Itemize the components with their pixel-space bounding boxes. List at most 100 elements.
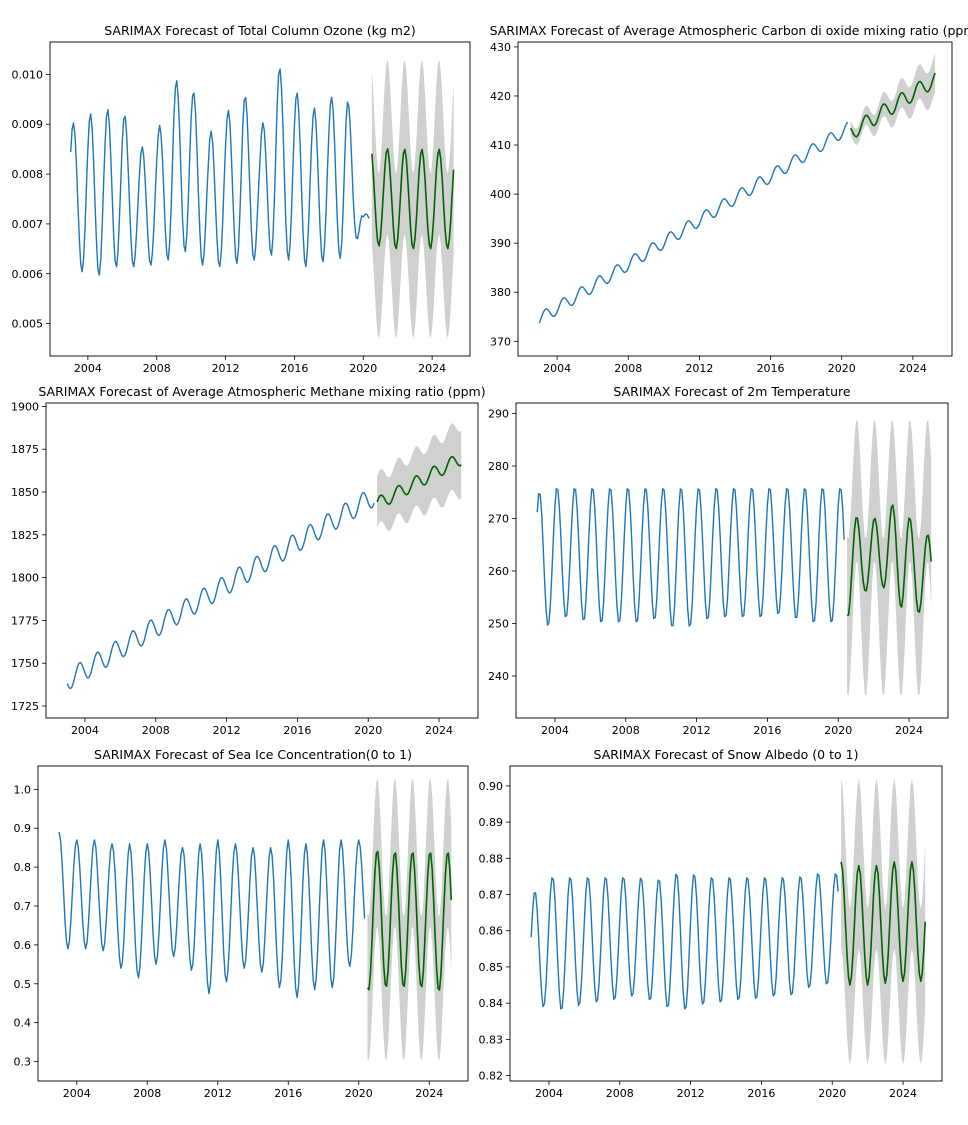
y-tick-label: 1900 [11, 400, 39, 413]
confidence-band [367, 779, 452, 1061]
plot-area [538, 53, 936, 324]
x-tick-label: 2016 [753, 724, 781, 737]
confidence-band [850, 53, 936, 145]
plot-area [66, 423, 462, 690]
x-tick-label: 2016 [280, 362, 308, 375]
axes-frame [45, 402, 479, 719]
x-tick-label: 2016 [757, 362, 785, 375]
x-tick-label: 2024 [418, 362, 446, 375]
axes-frame [517, 41, 953, 357]
x-tick-label: 2008 [143, 362, 171, 375]
x-tick-label: 2016 [274, 1087, 302, 1100]
observed-series [70, 68, 370, 276]
y-tick-label: 0.007 [12, 218, 44, 231]
observed-series [58, 831, 366, 999]
axes-frame [509, 765, 943, 1082]
confidence-band [847, 420, 932, 696]
x-tick-label: 2020 [818, 1087, 846, 1100]
y-tick-label: 0.83 [479, 1033, 504, 1046]
y-tick-label: 1725 [11, 700, 39, 713]
observed-series [538, 121, 849, 324]
forecast-series [366, 850, 453, 991]
y-tick-label: 250 [488, 618, 509, 631]
y-tick-label: 1875 [11, 443, 39, 456]
observed-series [66, 491, 375, 690]
y-tick-label: 0.010 [12, 68, 44, 81]
y-tick-label: 0.85 [479, 961, 504, 974]
forecast-panel-2: SARIMAX Forecast of Average Atmospheric … [490, 23, 968, 375]
y-tick-label: 390 [490, 237, 511, 250]
y-tick-label: 270 [488, 513, 509, 526]
y-tick-label: 240 [488, 670, 509, 683]
x-tick-label: 2008 [614, 362, 642, 375]
plot-area [70, 59, 455, 339]
x-tick-label: 2004 [541, 724, 569, 737]
x-tick-label: 2004 [543, 362, 571, 375]
x-tick-label: 2004 [71, 724, 99, 737]
axes-frame [37, 765, 469, 1082]
x-tick-label: 2004 [63, 1087, 91, 1100]
x-tick-label: 2020 [345, 1087, 373, 1100]
y-tick-label: 420 [490, 90, 511, 103]
forecast-panel-5: SARIMAX Forecast of Sea Ice Concentratio… [14, 747, 469, 1100]
y-tick-label: 400 [490, 188, 511, 201]
x-tick-label: 2004 [535, 1087, 563, 1100]
y-tick-label: 0.90 [479, 780, 504, 793]
forecast-series [371, 148, 455, 250]
forecast-panel-4: SARIMAX Forecast of 2m Temperature 2004 20… [488, 384, 949, 737]
y-tick-label: 0.84 [479, 997, 504, 1010]
panel-title: SARIMAX Forecast of Snow Albedo (0 to 1) [594, 747, 859, 762]
x-tick-label: 2008 [612, 724, 640, 737]
axes-frame [49, 41, 471, 357]
forecast-series [849, 72, 936, 138]
y-tick-label: 410 [490, 139, 511, 152]
y-tick-label: 1775 [11, 614, 39, 627]
x-tick-label: 2012 [212, 362, 240, 375]
observed-series [536, 488, 845, 627]
panel-title: SARIMAX Forecast of 2m Temperature [613, 384, 850, 399]
x-tick-label: 2016 [747, 1087, 775, 1100]
y-tick-label: 0.5 [14, 978, 32, 991]
y-tick-label: 1750 [11, 657, 39, 670]
x-tick-label: 2008 [133, 1087, 161, 1100]
plot-area [536, 420, 932, 696]
x-tick-label: 2012 [685, 362, 713, 375]
y-tick-label: 0.4 [14, 1017, 32, 1030]
forecast-panel-6: SARIMAX Forecast of Snow Albedo (0 to 1)… [479, 747, 943, 1100]
panel-title: SARIMAX Forecast of Total Column Ozone (… [104, 23, 416, 38]
panel-title: SARIMAX Forecast of Average Atmospheric … [38, 384, 485, 399]
x-tick-label: 2020 [828, 362, 856, 375]
y-tick-label: 290 [488, 408, 509, 421]
x-tick-label: 2024 [895, 724, 923, 737]
x-tick-label: 2020 [349, 362, 377, 375]
forecast-series [376, 455, 462, 506]
y-tick-label: 0.86 [479, 925, 504, 938]
plot-area [58, 779, 453, 1061]
y-tick-label: 0.82 [479, 1070, 504, 1083]
x-tick-label: 2004 [74, 362, 102, 375]
y-tick-label: 0.8 [14, 861, 32, 874]
x-tick-label: 2024 [425, 724, 453, 737]
y-tick-label: 260 [488, 565, 509, 578]
y-tick-label: 0.88 [479, 852, 504, 865]
confidence-band [841, 778, 926, 1065]
x-tick-label: 2012 [677, 1087, 705, 1100]
y-tick-label: 380 [490, 286, 511, 299]
x-tick-label: 2024 [899, 362, 927, 375]
y-tick-label: 0.006 [12, 268, 44, 281]
y-tick-label: 1800 [11, 572, 39, 585]
panel-title: SARIMAX Forecast of Sea Ice Concentratio… [94, 747, 412, 762]
x-tick-label: 2016 [283, 724, 311, 737]
panel-title: SARIMAX Forecast of Average Atmospheric … [490, 23, 968, 38]
y-tick-label: 0.008 [12, 168, 44, 181]
y-tick-label: 0.9 [14, 822, 32, 835]
plot-area [530, 778, 926, 1065]
x-tick-label: 2020 [824, 724, 852, 737]
x-tick-label: 2008 [142, 724, 170, 737]
axes-frame [515, 402, 949, 719]
y-tick-label: 370 [490, 335, 511, 348]
y-tick-label: 0.89 [479, 816, 504, 829]
y-tick-label: 1850 [11, 486, 39, 499]
x-tick-label: 2012 [213, 724, 241, 737]
